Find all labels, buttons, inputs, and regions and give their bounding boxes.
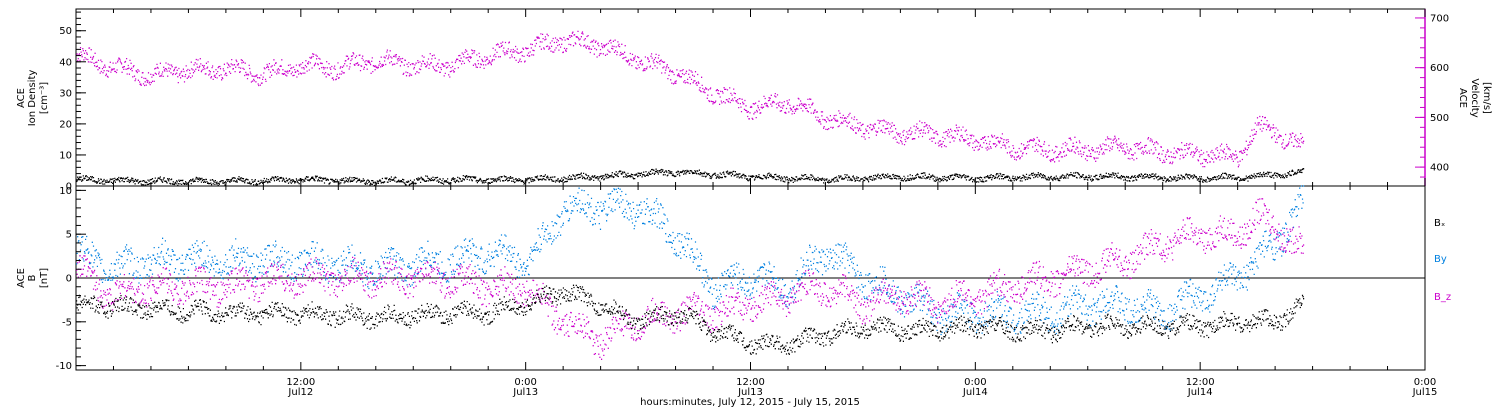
left-tick-label: 50 xyxy=(59,26,72,37)
left-tick-label: 40 xyxy=(59,57,72,68)
density-axis-label-line1: ACE xyxy=(16,88,27,108)
date-tick-label: Jul13 xyxy=(737,387,763,398)
velocity-axis-label-line2: Velocity xyxy=(1469,78,1480,117)
time-tick-label: 0:00 xyxy=(514,377,536,388)
date-tick-label: Jul14 xyxy=(1187,387,1213,398)
magnetic-series-group xyxy=(76,185,1305,360)
legend-by: By xyxy=(1434,254,1447,265)
velocity-series xyxy=(76,30,1305,168)
left-tick-label: 0 xyxy=(66,182,72,193)
density-axis-label-line3: [cm⁻³] xyxy=(39,82,50,114)
density-axis: 0 10 20 30 40 50 xyxy=(59,11,86,193)
plasma-panel-frame xyxy=(75,8,1426,187)
b-axis-label-line1: ACE xyxy=(16,268,27,288)
left-tick-label: 10 xyxy=(59,186,72,197)
date-tick-label: Jul13 xyxy=(512,387,538,398)
time-tick-label: 0:00 xyxy=(1414,377,1436,388)
bz-series xyxy=(76,198,1305,360)
date-tick-label: Jul12 xyxy=(287,387,313,398)
right-tick-label: 500 xyxy=(1430,113,1449,124)
legend-bx: Bₓ xyxy=(1434,218,1445,229)
left-tick-label: 5 xyxy=(66,230,72,241)
date-tick-label: Jul15 xyxy=(1412,387,1438,398)
velocity-axis-label-line1: ACE xyxy=(1457,88,1468,108)
time-tick-label: 12:00 xyxy=(736,377,765,388)
velocity-axis: 400 500 600 700 xyxy=(1415,9,1449,186)
legend-bz: B_z xyxy=(1434,292,1451,303)
left-tick-label: 30 xyxy=(59,88,72,99)
b-axis-label-line3: [nT] xyxy=(39,268,50,288)
velocity-axis-label-line3: [km/s] xyxy=(1481,82,1492,114)
time-axis-title: hours:minutes, July 12, 2015 - July 15, … xyxy=(640,397,860,408)
time-tick-label: 12:00 xyxy=(286,377,315,388)
plasma-panel: 0 10 20 30 40 50 400 500 600 700 ACE Ion Density… xyxy=(16,8,1492,193)
b-axis: -10 -5 0 5 10 xyxy=(56,186,86,372)
bx-series xyxy=(76,284,1305,356)
b-axis-label-line2: B xyxy=(27,274,38,281)
left-tick-label: 20 xyxy=(59,119,72,130)
left-tick-label: -10 xyxy=(56,361,72,372)
left-tick-label: 10 xyxy=(59,150,72,161)
right-tick-label: 700 xyxy=(1430,13,1449,24)
right-tick-label: 400 xyxy=(1430,163,1449,174)
time-tick-label: 12:00 xyxy=(1186,377,1215,388)
time-tick-label: 0:00 xyxy=(964,377,986,388)
density-series xyxy=(76,168,1305,187)
time-axis: 12:00Jul120:00Jul1312:00Jul130:00Jul1412… xyxy=(75,9,1438,398)
plasma-series-group xyxy=(76,30,1305,187)
left-tick-label: -5 xyxy=(62,317,72,328)
date-tick-label: Jul14 xyxy=(962,387,988,398)
density-axis-label-line2: Ion Density xyxy=(27,70,38,127)
magnetic-panel: -10 -5 0 5 10 ACE B [nT] Bₓ By B_z xyxy=(16,185,1451,372)
left-tick-label: 0 xyxy=(66,274,72,285)
right-tick-label: 600 xyxy=(1430,63,1449,74)
